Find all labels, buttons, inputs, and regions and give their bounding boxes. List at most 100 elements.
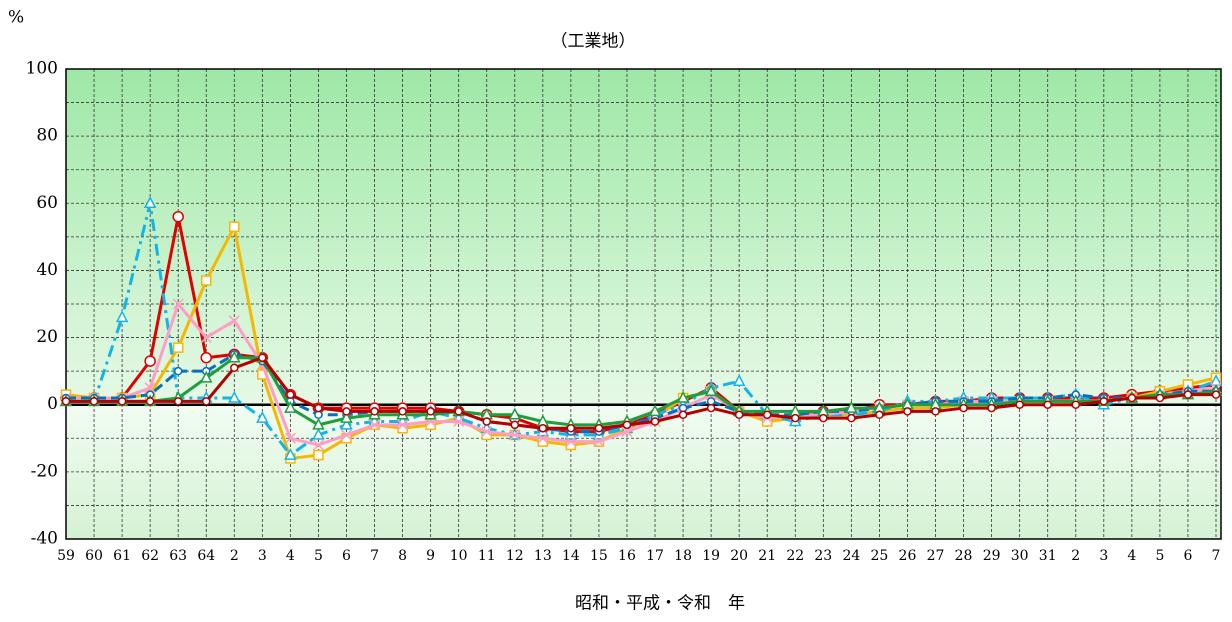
x-tick-label: 27 <box>927 548 945 564</box>
marker <box>173 366 183 376</box>
x-tick-label: 3 <box>1099 548 1108 564</box>
x-tick-label: 15 <box>590 548 608 564</box>
x-tick-label: 22 <box>786 548 804 564</box>
marker <box>508 407 522 420</box>
marker <box>566 423 576 433</box>
x-tick-label: 2 <box>230 548 239 564</box>
x-tick-label: 9 <box>426 548 435 564</box>
marker <box>903 407 912 416</box>
x-tick-label: 8 <box>398 548 407 564</box>
marker <box>1127 393 1137 403</box>
marker <box>172 342 184 353</box>
marker <box>314 403 323 413</box>
x-tick-label: 4 <box>286 548 295 564</box>
marker <box>1183 390 1193 399</box>
x-tick-label: 13 <box>534 548 552 564</box>
marker <box>143 196 157 209</box>
marker <box>144 382 156 394</box>
marker <box>200 275 212 286</box>
marker <box>537 432 549 444</box>
y-tick-label: 20 <box>36 327 58 347</box>
marker <box>286 390 295 399</box>
x-tick-label: 10 <box>450 548 468 564</box>
marker <box>706 403 716 413</box>
marker <box>1099 397 1109 406</box>
x-tick-label: 16 <box>618 548 636 564</box>
marker <box>453 415 465 428</box>
x-tick-label: 12 <box>506 548 524 564</box>
marker <box>621 426 633 438</box>
x-axis-label: 昭和・平成・令和 年 <box>575 594 745 614</box>
marker <box>61 397 71 406</box>
marker <box>230 363 239 373</box>
marker <box>622 420 632 430</box>
chart-title: （工業地） <box>551 32 636 52</box>
marker <box>312 417 325 430</box>
marker <box>482 417 491 426</box>
marker <box>312 427 325 440</box>
y-tick-label: 100 <box>26 59 58 79</box>
x-tick-label: 31 <box>1039 548 1057 564</box>
marker <box>1043 400 1052 409</box>
x-tick-label: 4 <box>1127 548 1136 564</box>
x-tick-label: 5 <box>314 548 323 564</box>
marker <box>959 403 968 413</box>
marker <box>594 423 604 433</box>
x-tick-label: 29 <box>983 548 1001 564</box>
marker <box>172 210 184 223</box>
x-tick-label: 6 <box>1183 548 1192 564</box>
series-line <box>66 356 1216 430</box>
marker <box>228 350 241 363</box>
marker <box>340 417 353 430</box>
marker <box>228 390 241 403</box>
series-line <box>66 352 1216 434</box>
x-tick-label: 7 <box>1212 548 1221 564</box>
marker <box>284 447 297 460</box>
y-tick-label: 0 <box>47 394 58 414</box>
marker <box>845 400 858 413</box>
marker <box>284 400 297 413</box>
x-tick-label: 26 <box>899 548 917 564</box>
marker <box>342 407 351 416</box>
x-tick-label: 11 <box>478 548 496 564</box>
marker <box>200 351 212 364</box>
marker <box>565 436 577 448</box>
x-tick-label: 5 <box>1155 548 1164 564</box>
marker <box>648 404 662 417</box>
marker <box>510 420 520 430</box>
marker <box>256 411 269 423</box>
marker <box>200 332 212 344</box>
y-tick-label: -20 <box>31 461 58 481</box>
x-tick-label: 30 <box>1011 548 1029 564</box>
marker <box>706 397 716 406</box>
x-tick-label: 63 <box>169 548 187 564</box>
marker <box>931 407 940 416</box>
marker <box>538 423 548 433</box>
x-tick-label: 2 <box>1071 548 1080 564</box>
marker <box>481 426 493 438</box>
marker <box>340 411 353 423</box>
marker <box>369 419 381 431</box>
marker <box>1071 400 1081 409</box>
marker <box>340 429 353 441</box>
marker <box>1155 393 1165 403</box>
x-tick-label: 20 <box>730 548 748 564</box>
marker <box>314 410 323 420</box>
marker <box>426 407 435 416</box>
x-tick-label: 18 <box>674 548 692 564</box>
marker <box>791 413 800 423</box>
marker <box>284 432 296 444</box>
marker <box>734 410 744 420</box>
marker <box>398 407 407 416</box>
x-tick-label: 25 <box>871 548 889 564</box>
marker <box>847 413 856 423</box>
y-tick-label: -40 <box>31 529 58 549</box>
x-tick-label: 24 <box>842 548 860 564</box>
y-tick-label: 60 <box>36 193 58 213</box>
marker <box>1015 400 1024 409</box>
marker <box>313 449 324 461</box>
marker <box>397 419 409 431</box>
x-tick-label: 21 <box>758 548 776 564</box>
marker <box>1211 390 1221 399</box>
